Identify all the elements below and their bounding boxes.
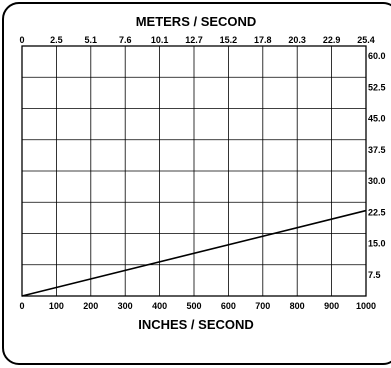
x2-tick-label: 15.2 [220, 35, 238, 45]
x2-tick-label: 10.1 [151, 35, 169, 45]
series [21, 209, 367, 297]
x-tick-label: 100 [49, 301, 64, 311]
x-axis-title: INCHES / SECOND [138, 317, 254, 332]
y-tick-label: 15.0 [368, 239, 386, 249]
x-tick-label: 600 [221, 301, 236, 311]
x2-tick-label: 25.4 [357, 35, 375, 45]
x-tick-label: 800 [290, 301, 305, 311]
x-tick-label: 300 [118, 301, 133, 311]
x-tick-label: 500 [186, 301, 201, 311]
x2-tick-label: 20.3 [288, 35, 306, 45]
y-tick-label: 7.5 [368, 270, 381, 280]
x-tick-label: 0 [19, 301, 24, 311]
grid [22, 46, 366, 296]
y-tick-label: 45.0 [368, 114, 386, 124]
y-tick-label: 22.5 [368, 207, 386, 217]
y-tick-label: 52.5 [368, 82, 386, 92]
x-tick-label: 900 [324, 301, 339, 311]
x2-tick-label: 22.9 [323, 35, 341, 45]
y-tick-label: 30.0 [368, 176, 386, 186]
y-tick-label: 37.5 [368, 145, 386, 155]
x-tick-label: 400 [152, 301, 167, 311]
x2-tick-label: 5.1 [85, 35, 98, 45]
x2-tick-label: 0 [19, 35, 24, 45]
x-tick-label: 200 [83, 301, 98, 311]
x2-tick-label: 12.7 [185, 35, 203, 45]
y-tick-label: 60.0 [368, 51, 386, 61]
x-tick-label: 1000 [356, 301, 376, 311]
tick-labels: 0 100 200 300 400 500 600 700 800 900 1000 0 2.5 5.1 7… [19, 35, 385, 311]
x-tick-label: 700 [255, 301, 270, 311]
series-line [21, 209, 367, 297]
x2-axis-title: METERS / SECOND [136, 14, 257, 29]
x2-tick-label: 7.6 [119, 35, 132, 45]
x2-tick-label: 2.5 [50, 35, 63, 45]
plot-area-border [21, 45, 367, 297]
x2-tick-label: 17.8 [254, 35, 272, 45]
